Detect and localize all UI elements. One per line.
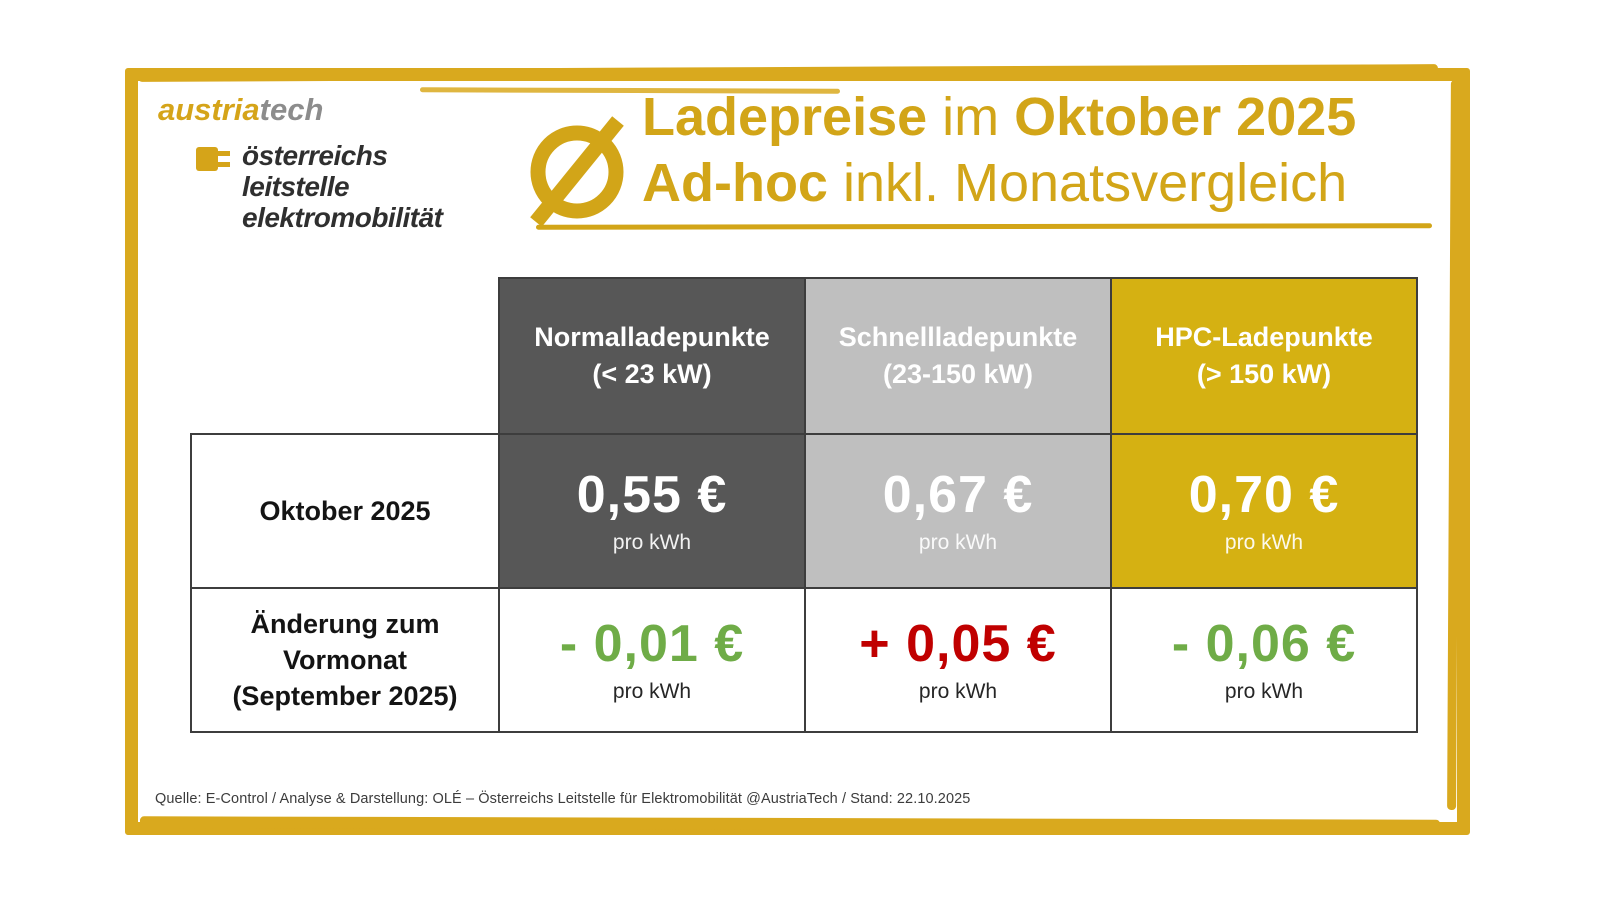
price-unit: pro kWh xyxy=(612,531,692,554)
price-unit: pro kWh xyxy=(1224,531,1304,554)
change-value: + 0,05 € xyxy=(859,615,1057,673)
change-cell-schnell: + 0,05 € pro kWh xyxy=(804,587,1112,733)
source-note: Quelle: E-Control / Analyse & Darstellun… xyxy=(155,791,971,807)
table-row-oktober-2025: Oktober 2025 0,55 € pro kWh 0,67 € pro k… xyxy=(190,433,1418,589)
column-header-normalladepunkte: Normalladepunkte (< 23 kW) xyxy=(498,277,806,435)
empty-corner-cell xyxy=(191,278,499,434)
price-table: Normalladepunkte (< 23 kW) Schnellladepu… xyxy=(190,277,1418,733)
price-cell-hpc: 0,70 € pro kWh xyxy=(1110,433,1418,589)
price-cell-schnell: 0,67 € pro kWh xyxy=(804,433,1112,589)
tagline-line-1: österreichs xyxy=(242,140,388,171)
price-cell-normal: 0,55 € pro kWh xyxy=(498,433,806,589)
change-unit: pro kWh xyxy=(918,680,998,703)
logo-text-tech: tech xyxy=(259,92,324,127)
price-value: 0,67 € xyxy=(882,466,1034,524)
column-subtitle: (< 23 kW) xyxy=(592,359,712,389)
charging-plug-icon xyxy=(196,144,232,179)
austriatech-logo: austriatech xyxy=(158,92,323,128)
change-unit: pro kWh xyxy=(612,680,692,703)
column-header-schnellladepunkte: Schnellladepunkte (23-150 kW) xyxy=(804,277,1112,435)
row-label-aenderung: Änderung zum Vormonat (September 2025) xyxy=(190,587,500,733)
column-title: HPC-Ladepunkte xyxy=(1155,322,1373,352)
title-ladepreise: Ladepreise xyxy=(642,87,928,147)
price-unit: pro kWh xyxy=(918,531,998,554)
row-label-line-2: Vormonat xyxy=(282,645,407,675)
column-title: Schnellladepunkte xyxy=(838,322,1078,352)
average-diameter-icon xyxy=(524,100,630,239)
price-value: 0,55 € xyxy=(576,466,728,524)
change-value: - 0,06 € xyxy=(1171,615,1357,673)
tagline-text: österreichs leitstelle elektromobilität xyxy=(242,140,443,233)
change-cell-hpc: - 0,06 € pro kWh xyxy=(1110,587,1418,733)
title-monatsvergleich: inkl. Monatsvergleich xyxy=(827,153,1348,213)
brand-tagline: österreichs leitstelle elektromobilität xyxy=(196,140,443,233)
row-label-line-1: Änderung zum xyxy=(250,609,440,639)
change-unit: pro kWh xyxy=(1224,680,1304,703)
change-value: - 0,01 € xyxy=(559,615,745,673)
tagline-line-2: leitstelle xyxy=(242,171,350,202)
table-header-row: Normalladepunkte (< 23 kW) Schnellladepu… xyxy=(191,277,1418,435)
row-label-oktober-2025: Oktober 2025 xyxy=(190,433,500,589)
logo-text-austria: austria xyxy=(158,92,260,127)
title-adhoc: Ad-hoc xyxy=(642,153,828,213)
row-label-text: Oktober 2025 xyxy=(259,496,431,526)
tagline-line-3: elektromobilität xyxy=(242,202,443,233)
title-line-2: Ad-hoc inkl. Monatsvergleich xyxy=(642,150,1432,216)
title-im: im xyxy=(927,87,1015,147)
title-oktober-2025: Oktober 2025 xyxy=(1014,87,1357,147)
page-title: Ladepreise im Oktober 2025 Ad-hoc inkl. … xyxy=(642,84,1432,216)
column-subtitle: (23-150 kW) xyxy=(882,359,1034,389)
column-header-hpc-ladepunkte: HPC-Ladepunkte (> 150 kW) xyxy=(1110,277,1418,435)
price-value: 0,70 € xyxy=(1188,466,1340,524)
table-row-aenderung-vormonat: Änderung zum Vormonat (September 2025) -… xyxy=(190,587,1418,733)
row-label-line-3: (September 2025) xyxy=(232,681,458,711)
change-cell-normal: - 0,01 € pro kWh xyxy=(498,587,806,733)
column-subtitle: (> 150 kW) xyxy=(1196,359,1332,389)
column-title: Normalladepunkte xyxy=(534,322,770,352)
title-line-1: Ladepreise im Oktober 2025 xyxy=(642,84,1432,150)
